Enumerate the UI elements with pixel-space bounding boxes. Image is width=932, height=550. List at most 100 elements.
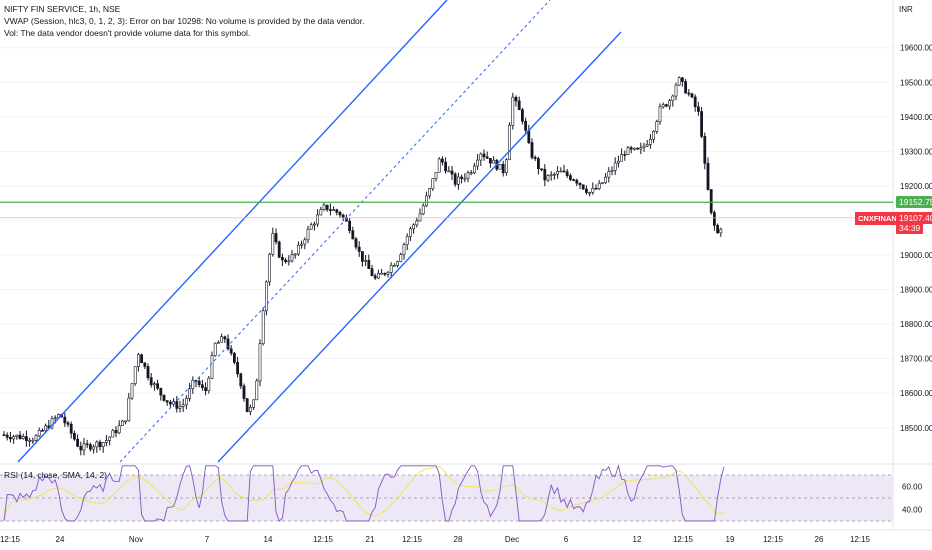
- candle-body: [488, 158, 492, 164]
- candle-body: [242, 385, 246, 399]
- candle-body: [124, 420, 128, 423]
- price-tick-label: 19400.00: [900, 113, 932, 122]
- candle-body: [700, 111, 704, 137]
- price-tick-label: 19500.00: [900, 78, 932, 87]
- candle-body: [44, 425, 48, 431]
- candle-body: [236, 362, 240, 375]
- candle-body: [581, 184, 585, 190]
- candle-body: [181, 404, 185, 407]
- candle-body: [15, 434, 19, 437]
- candle-body: [562, 170, 566, 173]
- candle-body: [716, 225, 720, 234]
- candle-body: [73, 433, 76, 440]
- candle-body: [178, 406, 182, 409]
- time-tick-label: Nov: [129, 535, 143, 544]
- candle-body: [357, 246, 361, 252]
- time-tick-label: 12:15: [313, 535, 334, 544]
- candle-body: [220, 336, 224, 343]
- candle-body: [98, 441, 102, 447]
- rsi-legend: RSI (14, close, SMA, 14, 2): [4, 470, 107, 480]
- candle-body: [328, 209, 332, 211]
- candle-body: [405, 236, 409, 245]
- candle-body: [296, 244, 300, 255]
- candle-body: [578, 182, 582, 186]
- candle-body: [607, 171, 611, 178]
- bar-countdown: 34:39: [896, 222, 924, 234]
- candle-body: [63, 416, 67, 424]
- candle-body: [101, 442, 105, 447]
- time-tick-label: 26: [815, 535, 824, 544]
- candle-body: [460, 176, 464, 179]
- candle-body: [524, 121, 528, 131]
- candle-body: [111, 430, 115, 438]
- candle-body: [610, 170, 614, 172]
- candle-body: [661, 104, 665, 108]
- candle-body: [9, 437, 12, 440]
- candle-body: [690, 93, 694, 98]
- candle-body: [408, 228, 412, 237]
- candle-body: [616, 160, 620, 164]
- candle-body: [201, 384, 204, 389]
- candle-body: [517, 100, 521, 111]
- candle-body: [348, 220, 352, 231]
- rsi-line: [3, 464, 725, 522]
- candle-body: [636, 147, 640, 150]
- candle-body: [137, 354, 140, 368]
- candle-body: [668, 100, 672, 107]
- candle-body: [89, 444, 92, 450]
- time-tick-label: 14: [264, 535, 273, 544]
- candle-body: [185, 398, 188, 406]
- candle-body: [40, 430, 44, 432]
- price-tick-label: 18600.00: [900, 389, 932, 398]
- candle-body: [255, 380, 259, 401]
- candle-body: [223, 336, 227, 340]
- candle-body: [575, 180, 579, 184]
- candle-body: [130, 383, 134, 399]
- candle-body: [76, 438, 80, 447]
- candle-body: [370, 268, 374, 277]
- candle-body: [520, 109, 524, 122]
- price-tick-label: 19300.00: [900, 147, 932, 156]
- candle-body: [594, 187, 598, 190]
- candle-body: [143, 362, 147, 367]
- candle-body: [133, 366, 137, 384]
- candle-body: [431, 178, 435, 189]
- candle-body: [85, 443, 89, 446]
- candle-body: [351, 230, 355, 240]
- candle-body: [434, 172, 438, 179]
- candle-body: [175, 401, 179, 409]
- candle-body: [392, 265, 396, 267]
- candle-body: [613, 162, 617, 171]
- price-tick-label: 19600.00: [900, 44, 932, 53]
- candle-body: [306, 228, 310, 241]
- candle-body: [549, 174, 553, 176]
- candle-body: [572, 179, 576, 181]
- candle-body: [514, 96, 518, 102]
- candle-body: [696, 106, 700, 112]
- candle-body: [658, 106, 662, 122]
- candle-body: [354, 238, 358, 248]
- candle-body: [591, 187, 595, 193]
- candle-body: [149, 377, 153, 386]
- candle-body: [364, 259, 368, 262]
- time-tick-label: 28: [454, 535, 463, 544]
- currency-label: INR: [899, 5, 913, 14]
- price-tick-label: 18500.00: [900, 424, 932, 433]
- candle-body: [597, 183, 601, 189]
- candle-body: [383, 272, 387, 275]
- candle-body: [95, 441, 99, 448]
- candle-body: [82, 443, 86, 451]
- candle-body: [360, 251, 364, 262]
- price-tick-label: 18700.00: [900, 355, 932, 364]
- candle-body: [415, 220, 419, 226]
- candle-body: [680, 77, 684, 82]
- candle-body: [105, 440, 108, 443]
- candle-body: [620, 154, 624, 162]
- channel-upper-line: [17, 0, 448, 463]
- candle-body: [319, 209, 323, 216]
- candle-body: [18, 434, 22, 439]
- candle-body: [303, 239, 307, 245]
- candle-body: [287, 260, 291, 263]
- candle-body: [162, 394, 166, 401]
